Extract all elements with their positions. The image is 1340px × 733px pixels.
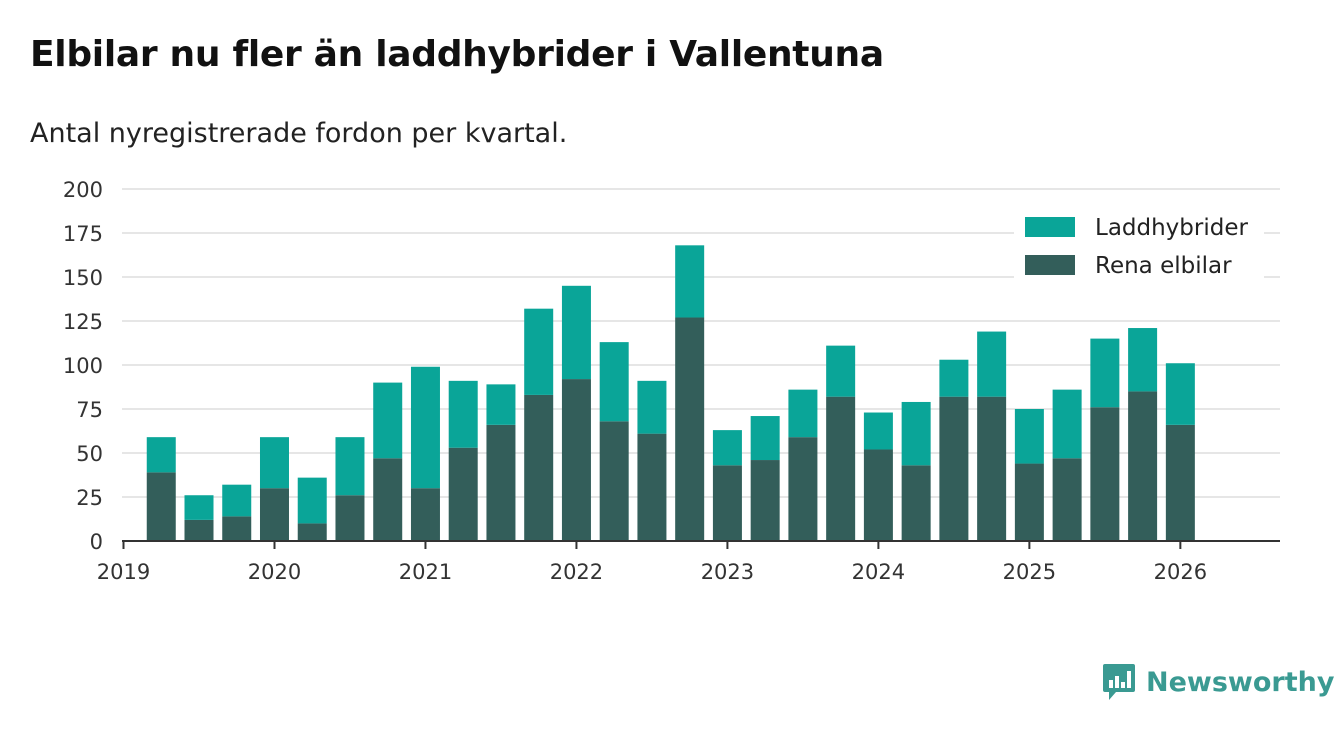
bar-rena-elbilar-19 [826,396,856,541]
bar-rena-elbilar-8 [410,488,440,541]
bar-laddhybrider-25 [1052,389,1082,459]
y-tick-label-125: 125 [63,310,103,334]
bar-laddhybrider-19 [826,345,856,397]
legend-label-rena-elbilar: Rena elbilar [1095,253,1232,279]
bar-laddhybrider-3 [222,484,252,517]
y-tick-label-25: 25 [76,486,103,510]
bar-rena-elbilar-1 [146,472,176,541]
bar-rena-elbilar-10 [486,424,516,541]
bar-laddhybrider-27 [1128,328,1158,392]
x-tick-label-2022: 2022 [550,560,603,584]
bar-laddhybrider-20 [863,412,893,450]
bar-laddhybrider-10 [486,384,516,425]
bar-rena-elbilar-15 [675,317,705,541]
y-axis-tick-labels: 0 25 50 75 100 125 150 175 200 [63,178,103,554]
bar-laddhybrider-9 [448,380,478,448]
legend-swatch-rena-elbilar [1025,255,1075,275]
legend-swatch-laddhybrider [1025,217,1075,237]
bar-laddhybrider-24 [1014,409,1044,464]
bar-laddhybrider-11 [524,308,554,395]
brand-name: Newsworthy [1146,666,1335,698]
bar-laddhybrider-26 [1090,338,1120,408]
bar-rena-elbilar-17 [750,460,780,541]
bar-laddhybrider-1 [146,437,176,473]
x-tick-label-2021: 2021 [399,560,452,584]
bar-rena-elbilar-7 [373,458,403,541]
newsworthy-logo-icon [1103,664,1135,700]
bar-laddhybrider-16 [712,430,742,466]
bar-rena-elbilar-13 [599,421,629,541]
bar-rena-elbilar-14 [637,433,667,541]
bar-laddhybrider-22 [939,359,969,397]
chart-subtitle: Antal nyregistrerade fordon per kvartal. [30,118,568,149]
bar-laddhybrider-6 [335,437,365,496]
bar-rena-elbilar-12 [561,379,591,541]
chart-title: Elbilar nu fler än laddhybrider i Vallen… [30,34,884,75]
bar-rena-elbilar-2 [184,519,214,541]
y-tick-label-75: 75 [76,398,103,422]
bar-rena-elbilar-16 [712,465,742,541]
y-tick-label-50: 50 [76,442,103,466]
x-tick-label-2020: 2020 [248,560,301,584]
bar-rena-elbilar-9 [448,447,478,541]
bar-laddhybrider-15 [675,245,705,318]
bar-laddhybrider-23 [977,331,1007,397]
bar-rena-elbilar-23 [977,396,1007,541]
bar-rena-elbilar-25 [1052,458,1082,541]
bar-laddhybrider-14 [637,380,667,434]
y-tick-label-150: 150 [63,266,103,290]
y-tick-label-175: 175 [63,222,103,246]
bar-laddhybrider-2 [184,495,214,520]
bar-laddhybrider-5 [297,477,327,524]
x-tick-label-2023: 2023 [701,560,754,584]
bar-rena-elbilar-3 [222,516,252,541]
bar-laddhybrider-4 [259,437,289,489]
bar-laddhybrider-13 [599,342,629,422]
bar-rena-elbilar-20 [863,449,893,541]
bar-laddhybrider-7 [373,382,403,459]
x-axis-ticks: 2019 2020 2021 2022 2023 2024 2025 2026 [97,541,1207,584]
legend: Laddhybrider Rena elbilar [1014,206,1264,282]
y-tick-label-0: 0 [90,530,103,554]
bar-rena-elbilar-24 [1014,463,1044,541]
bar-rena-elbilar-6 [335,495,365,541]
bar-laddhybrider-8 [410,366,440,489]
bar-laddhybrider-21 [901,401,931,466]
y-tick-label-100: 100 [63,354,103,378]
bar-rena-elbilar-27 [1128,391,1158,541]
bar-rena-elbilar-11 [524,394,554,541]
x-tick-label-2024: 2024 [852,560,905,584]
brand-logo: Newsworthy [1102,660,1334,704]
x-tick-label-2026: 2026 [1154,560,1207,584]
bars [146,245,1195,541]
bar-rena-elbilar-26 [1090,407,1120,541]
bar-laddhybrider-17 [750,416,780,461]
bar-rena-elbilar-4 [259,488,289,541]
bar-rena-elbilar-22 [939,396,969,541]
bar-rena-elbilar-28 [1165,424,1195,541]
y-tick-label-200: 200 [63,178,103,202]
bar-rena-elbilar-21 [901,465,931,541]
bar-laddhybrider-18 [788,389,818,438]
bar-rena-elbilar-18 [788,437,818,541]
x-tick-label-2025: 2025 [1003,560,1056,584]
bar-laddhybrider-28 [1165,363,1195,425]
legend-label-laddhybrider: Laddhybrider [1095,215,1248,241]
x-tick-label-2019: 2019 [97,560,150,584]
bar-rena-elbilar-5 [297,523,327,541]
bar-laddhybrider-12 [561,285,591,380]
